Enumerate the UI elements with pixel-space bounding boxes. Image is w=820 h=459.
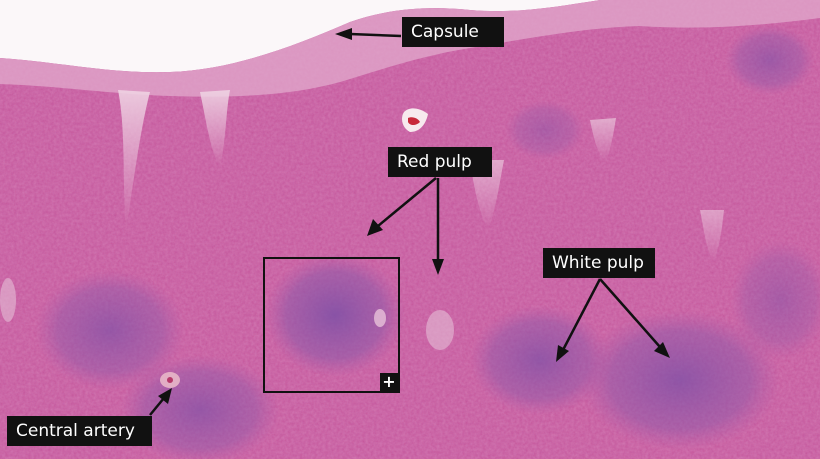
white-pulp-arrowhead-1 xyxy=(556,345,569,362)
white-pulp-arrowhead-2 xyxy=(654,342,670,358)
zoom-region-box[interactable]: + xyxy=(263,257,400,393)
red-pulp-arrowhead-2 xyxy=(432,259,444,275)
red-pulp-arrow-1 xyxy=(377,177,437,227)
central-artery-label: Central artery xyxy=(7,416,152,446)
annotation-arrows xyxy=(149,28,670,416)
capsule-arrowhead xyxy=(335,28,352,40)
red-pulp-arrowhead-1 xyxy=(367,219,383,236)
red-pulp-label: Red pulp xyxy=(388,147,492,177)
white-pulp-label: White pulp xyxy=(543,248,655,278)
white-pulp-arrow-2 xyxy=(599,278,661,348)
white-pulp-arrow-1 xyxy=(561,278,602,351)
central-artery-arrow xyxy=(149,397,165,416)
plus-icon[interactable]: + xyxy=(380,373,398,391)
capsule-label: Capsule xyxy=(402,17,504,47)
capsule-arrow xyxy=(349,32,402,38)
central-artery-arrowhead xyxy=(158,388,172,404)
